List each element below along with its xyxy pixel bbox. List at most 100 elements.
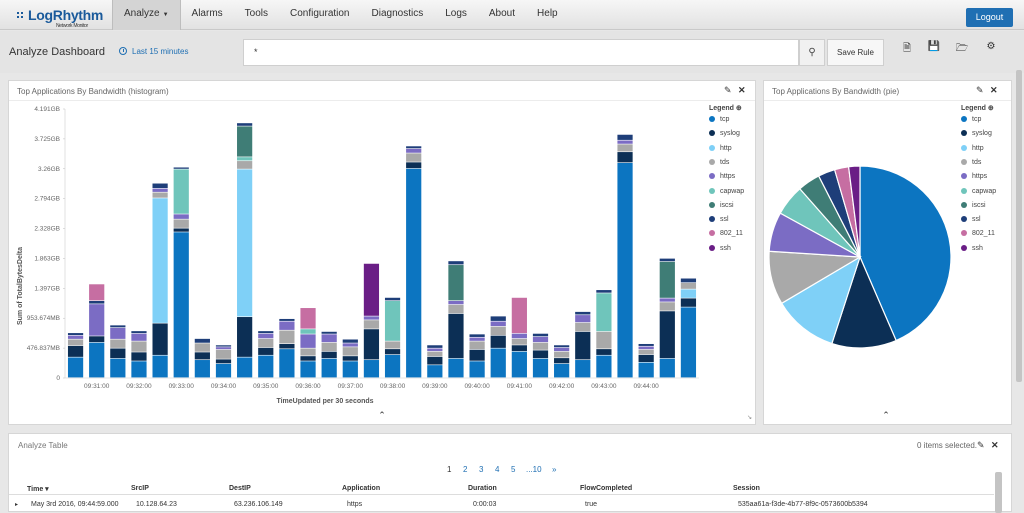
legend-item-syslog[interactable]: syslog — [709, 130, 740, 137]
bar-segment-tcp[interactable] — [194, 360, 210, 378]
column-header-duration[interactable]: Duration — [468, 485, 497, 492]
bar-segment-syslog[interactable] — [554, 358, 570, 364]
bar-segment-tds[interactable] — [363, 320, 380, 329]
bar-segment-tds[interactable] — [321, 342, 337, 352]
bar-segment-ssl[interactable] — [258, 331, 274, 334]
bar-segment-https[interactable] — [511, 333, 527, 339]
nav-about[interactable]: About — [488, 8, 516, 19]
bar-segment-tds[interactable] — [384, 341, 401, 349]
expand-row-icon[interactable]: ▸ — [15, 502, 19, 508]
bar-segment-tds[interactable] — [448, 304, 464, 314]
bar-segment-https[interactable] — [67, 335, 84, 339]
bar-segment-capwap[interactable] — [300, 329, 316, 334]
page-1[interactable]: 1 — [447, 465, 452, 474]
legend-item-https[interactable]: https — [709, 173, 735, 180]
bar-segment-syslog[interactable] — [237, 317, 253, 357]
bar-segment-ssl[interactable] — [617, 134, 633, 140]
bar-segment-tds[interactable] — [110, 339, 126, 348]
bar-segment-http[interactable] — [237, 169, 253, 317]
bar-segment-ssl[interactable] — [67, 333, 84, 336]
page-3[interactable]: 3 — [479, 465, 484, 474]
bar-segment-tcp[interactable] — [427, 365, 443, 378]
legend-item-http[interactable]: http — [709, 144, 732, 152]
bar-segment-https[interactable] — [342, 343, 358, 347]
bar-segment-ssl[interactable] — [427, 345, 443, 348]
bar-segment-http[interactable] — [152, 198, 168, 323]
bar-segment-ssl[interactable] — [659, 258, 675, 262]
bar-segment-ssl[interactable] — [279, 318, 295, 321]
bar-segment-syslog[interactable] — [532, 350, 549, 359]
pie-slice-ssh[interactable] — [847, 165, 861, 258]
legend-item-syslog[interactable]: syslog — [961, 130, 992, 137]
bar-segment-tcp[interactable] — [321, 358, 337, 378]
logrhythm-logo[interactable]: LogRhythm Network Monitor — [16, 7, 103, 29]
bar-segment-syslog[interactable] — [617, 152, 633, 163]
pie-slice-tcp[interactable] — [859, 165, 952, 342]
bar-segment-tds[interactable] — [194, 343, 210, 352]
bar-segment-syslog[interactable] — [448, 313, 464, 359]
gear-icon[interactable]: ⚙ — [986, 41, 996, 52]
bar-segment-tds[interactable] — [215, 349, 232, 359]
bar-segment-tcp[interactable] — [406, 168, 422, 378]
edit-pencil-icon[interactable]: ✎ — [977, 440, 985, 450]
pie-slice-http[interactable] — [780, 255, 862, 345]
bar-segment-syslog[interactable] — [638, 354, 654, 362]
bar-segment-capwap[interactable] — [384, 300, 401, 341]
close-icon[interactable]: ✕ — [990, 85, 998, 95]
open-folder-icon[interactable]: 🗁 — [955, 43, 969, 54]
nav-diagnostics[interactable]: Diagnostics — [371, 8, 424, 19]
legend-item-ssl[interactable]: ssl — [709, 216, 729, 223]
column-header-destip[interactable]: DestIP — [229, 485, 251, 492]
column-header-flowcompleted[interactable]: FlowCompleted — [580, 485, 633, 492]
bar-segment-https[interactable] — [448, 300, 464, 305]
bar-segment-tds[interactable] — [258, 338, 274, 348]
legend-item-capwap[interactable]: capwap — [961, 187, 996, 195]
page-4[interactable]: 4 — [495, 465, 500, 474]
collapse-chevron-up-icon[interactable]: ⌃ — [882, 410, 890, 420]
bar-segment-tcp[interactable] — [215, 363, 232, 378]
column-header-session[interactable]: Session — [733, 485, 760, 492]
bar-segment-tds[interactable] — [490, 326, 506, 336]
bar-segment-ssl[interactable] — [89, 300, 105, 304]
bar-segment-tcp[interactable] — [680, 307, 697, 378]
bar-segment-syslog[interactable] — [469, 349, 485, 361]
bar-segment-https[interactable] — [554, 347, 570, 352]
bar-segment-tds[interactable] — [342, 347, 358, 356]
bar-segment-tds[interactable] — [67, 339, 84, 346]
save-icon[interactable]: 💾 — [927, 41, 941, 52]
nav-help[interactable]: Help — [537, 8, 558, 19]
pie-legend-title[interactable]: Legend ⊕ — [961, 104, 994, 112]
bar-segment-ssl[interactable] — [384, 297, 401, 301]
bar-segment-syslog[interactable] — [659, 311, 675, 359]
legend-item-802_11[interactable]: 802_11 — [709, 230, 743, 237]
bar-segment-ssl[interactable] — [575, 311, 591, 315]
bar-segment-tcp[interactable] — [659, 358, 675, 378]
bar-segment-https[interactable] — [258, 333, 274, 339]
bar-segment-tds[interactable] — [680, 283, 697, 289]
bar-segment-https[interactable] — [659, 298, 675, 302]
bar-segment-tcp[interactable] — [67, 357, 84, 378]
bar-segment-tcp[interactable] — [89, 342, 105, 378]
bar-segment-ssl[interactable] — [406, 146, 422, 149]
legend-item-802_11[interactable]: 802_11 — [961, 230, 995, 237]
bar-segment-tcp[interactable] — [110, 358, 126, 378]
bar-segment-http[interactable] — [680, 289, 697, 298]
bar-segment-ssl[interactable] — [596, 290, 612, 293]
bar-segment-https[interactable] — [638, 346, 654, 350]
bar-segment-syslog[interactable] — [131, 352, 147, 361]
bar-segment-https[interactable] — [215, 347, 232, 350]
bar-segment-syslog[interactable] — [67, 345, 84, 357]
nav-logs[interactable]: Logs — [445, 8, 467, 19]
bar-segment-syslog[interactable] — [215, 359, 232, 364]
bar-segment-tds[interactable] — [638, 349, 654, 355]
bar-segment-syslog[interactable] — [406, 162, 422, 169]
nav-configuration[interactable]: Configuration — [290, 8, 350, 19]
bar-segment-syslog[interactable] — [680, 298, 697, 307]
bar-segment-ssl[interactable] — [638, 343, 654, 346]
bar-segment-https[interactable] — [532, 336, 549, 343]
bar-segment-syslog[interactable] — [363, 329, 380, 360]
bar-segment-tcp[interactable] — [363, 360, 380, 378]
bar-segment-iscsi[interactable] — [448, 265, 464, 301]
resize-handle-icon[interactable]: ↘ — [747, 415, 753, 421]
bar-segment-tcp[interactable] — [131, 361, 147, 378]
